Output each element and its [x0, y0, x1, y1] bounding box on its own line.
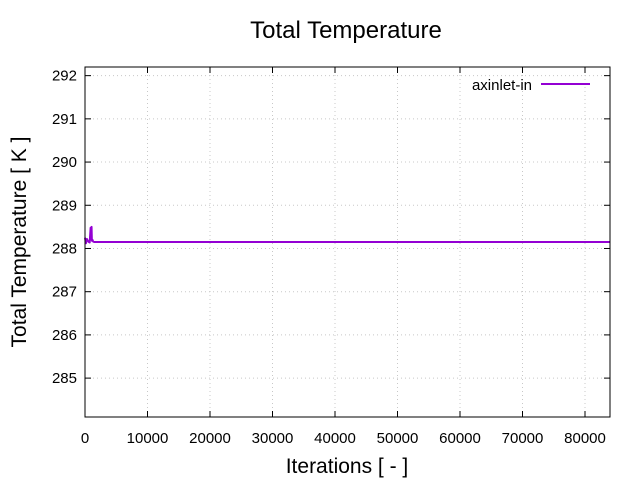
series-line-axinlet-in [84, 225, 610, 245]
y-tick-label: 288 [52, 240, 77, 257]
tick-labels: 0 10000 20000 30000 40000 50000 60000 70000 8000… [52, 68, 606, 447]
x-tick-label: 20000 [189, 430, 231, 447]
x-tick-label: 30000 [252, 430, 294, 447]
y-tick-label: 290 [52, 154, 77, 171]
legend: axinlet-in [472, 77, 590, 94]
y-tick-label: 291 [52, 111, 77, 128]
x-tick-label: 10000 [127, 430, 169, 447]
x-tick-label: 70000 [502, 430, 544, 447]
axis-ticks [84, 67, 610, 417]
legend-label-axinlet-in: axinlet-in [472, 77, 532, 94]
y-tick-label: 289 [52, 197, 77, 214]
chart-title: Total Temperature [250, 17, 442, 44]
x-tick-label: 60000 [439, 430, 481, 447]
y-axis-label: Total Temperature [ K ] [8, 137, 31, 348]
x-tick-label: 0 [81, 430, 89, 447]
x-tick-label: 40000 [314, 430, 356, 447]
y-tick-label: 292 [52, 68, 77, 85]
y-tick-label: 286 [52, 327, 77, 344]
x-axis-label: Iterations [ - ] [286, 455, 409, 478]
series-lines [84, 225, 610, 245]
x-tick-label: 80000 [564, 430, 606, 447]
plot-frame [84, 66, 611, 418]
y-tick-label: 285 [52, 370, 77, 387]
y-tick-label: 287 [52, 284, 77, 301]
x-tick-label: 50000 [377, 430, 419, 447]
